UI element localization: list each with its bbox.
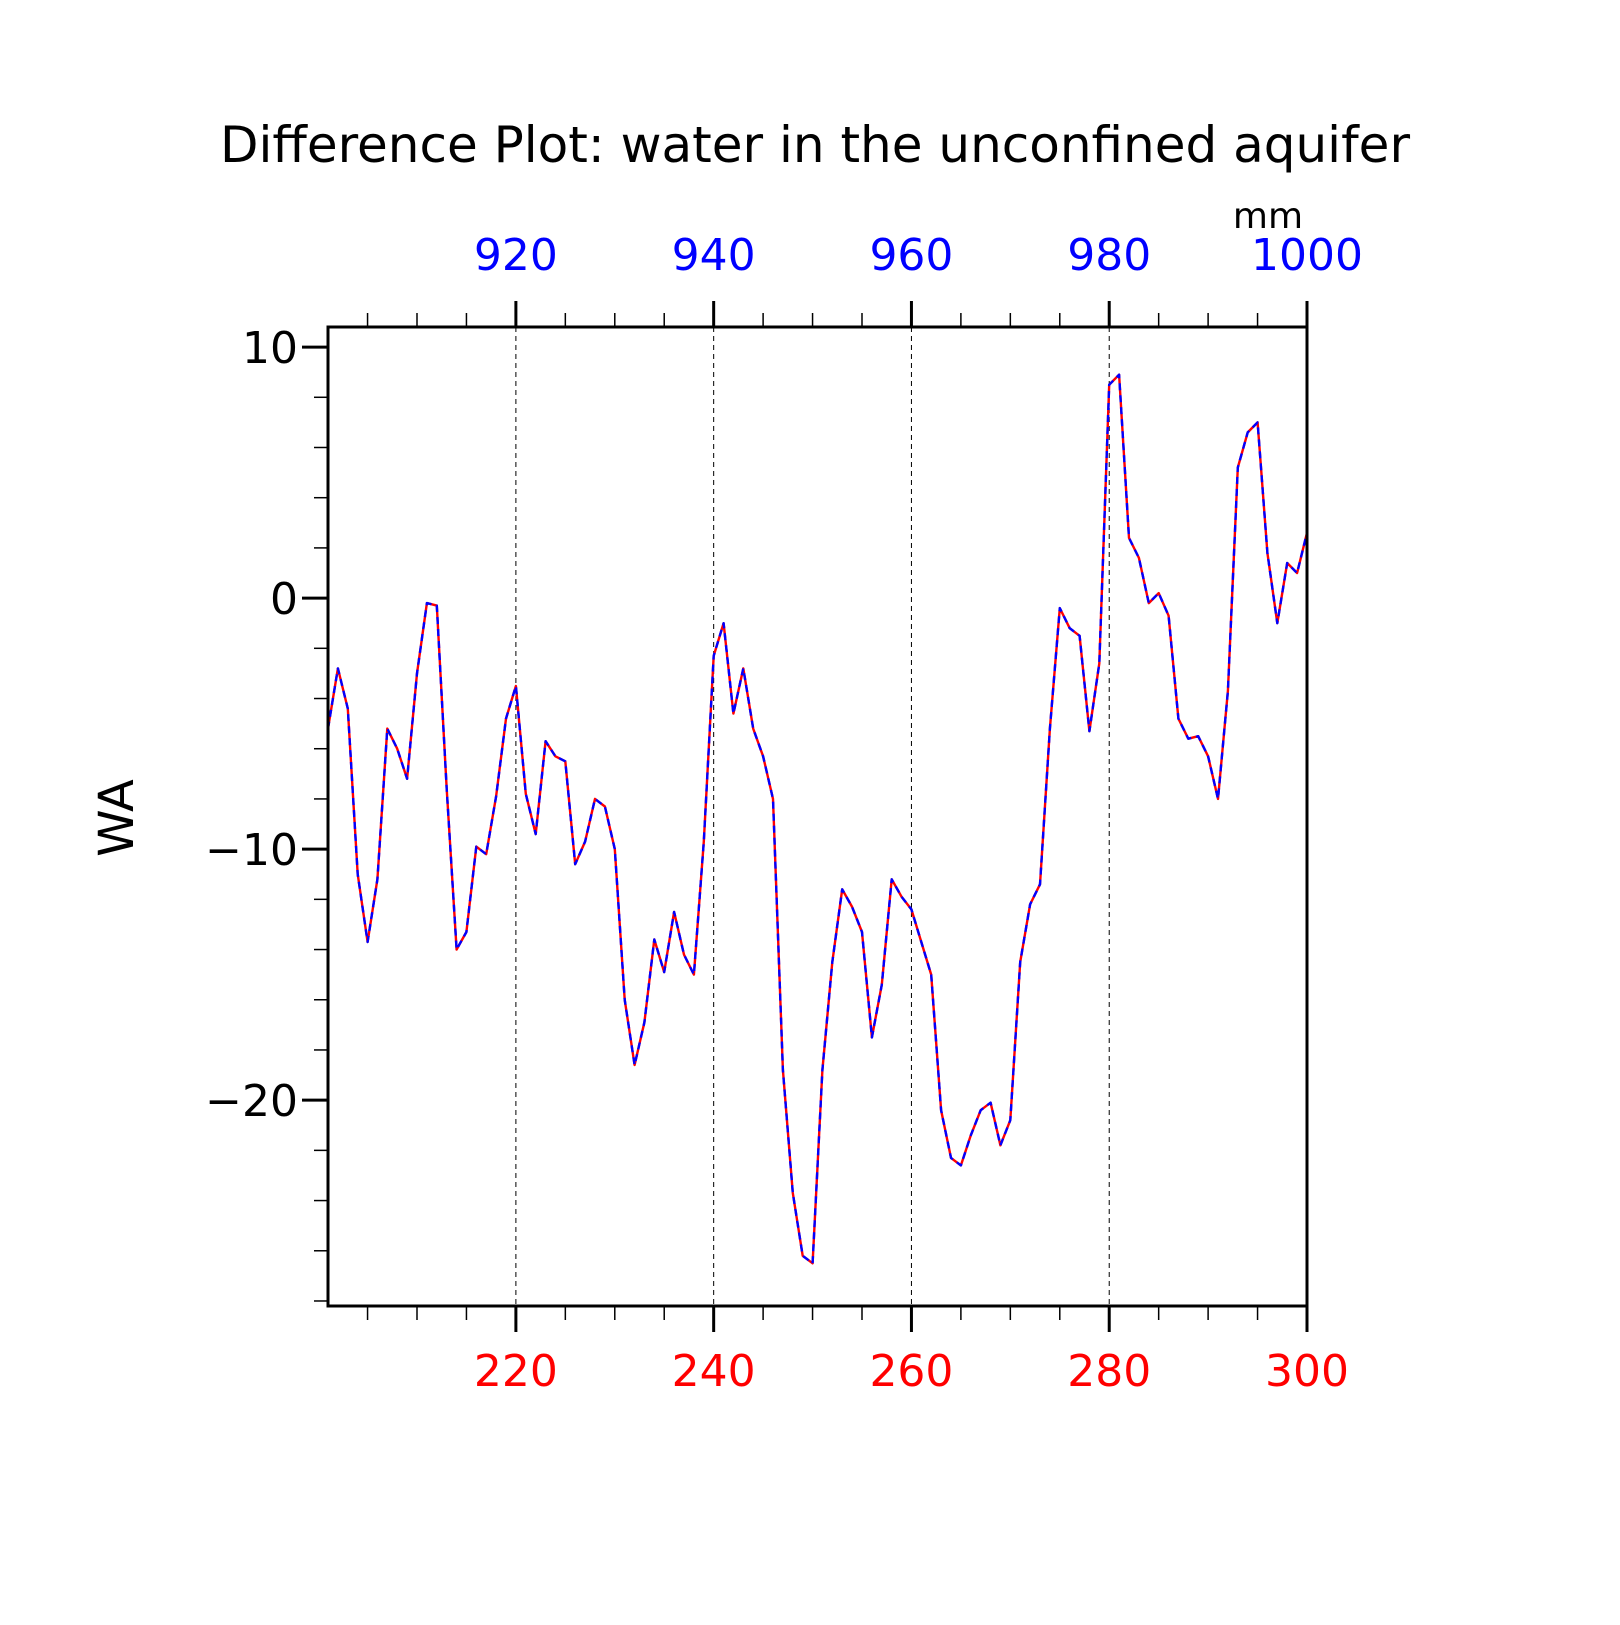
grid-lines bbox=[515, 327, 1110, 1306]
x-bottom-tick-label: 220 bbox=[474, 1346, 558, 1397]
x-bottom-tick-label: 240 bbox=[672, 1346, 756, 1397]
y-tick-label: −10 bbox=[205, 825, 298, 876]
x-bottom-tick-label: 280 bbox=[1067, 1346, 1151, 1397]
y-axis-label: WA bbox=[89, 779, 145, 857]
x-top-tick-label: 960 bbox=[869, 230, 953, 281]
x-top-tick-label: 920 bbox=[474, 230, 558, 281]
series-line-2 bbox=[326, 373, 1309, 1265]
units-label: mm bbox=[1233, 196, 1303, 237]
x-bottom-tick-label: 300 bbox=[1265, 1346, 1349, 1397]
x-top-tick-label: 980 bbox=[1067, 230, 1151, 281]
axes bbox=[302, 301, 1309, 1332]
chart-title: Difference Plot: water in the unconfined… bbox=[220, 116, 1410, 174]
series-line-1 bbox=[326, 373, 1309, 1265]
series-lines bbox=[326, 373, 1309, 1265]
x-top-tick-label: 940 bbox=[672, 230, 756, 281]
y-tick-label: 10 bbox=[242, 323, 298, 374]
y-tick-label: −20 bbox=[205, 1076, 298, 1127]
x-top-tick-label: 1000 bbox=[1251, 230, 1363, 281]
plot-frame bbox=[326, 325, 1309, 1308]
y-tick-label: 0 bbox=[270, 574, 298, 625]
tick-labels: 220 240 260 280 300 920 940 960 980 1000 10 0 −10 −20 bbox=[205, 230, 1363, 1397]
x-bottom-tick-label: 260 bbox=[869, 1346, 953, 1397]
